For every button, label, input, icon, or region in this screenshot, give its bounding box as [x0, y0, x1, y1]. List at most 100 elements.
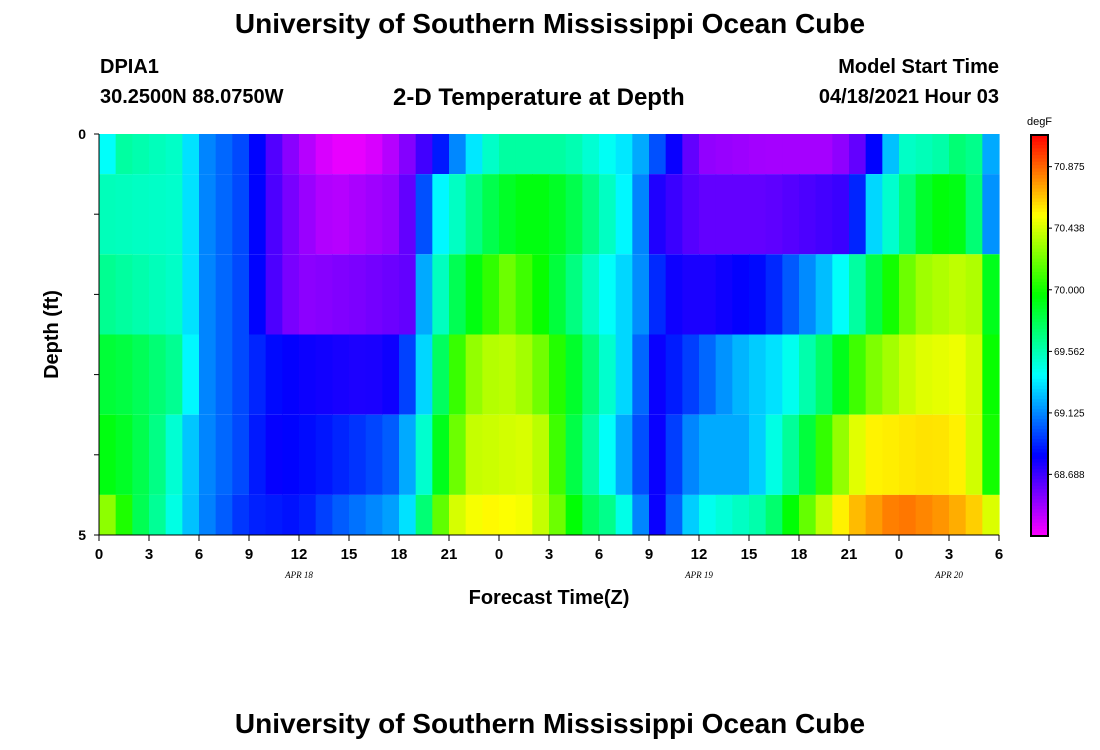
- colorbar-segment: [1031, 482, 1048, 487]
- heatmap-cell: [199, 414, 217, 495]
- heatmap-cell: [515, 134, 533, 175]
- heatmap-cell: [949, 174, 967, 255]
- heatmap-cell: [799, 174, 817, 255]
- heatmap-cell: [449, 174, 467, 255]
- colorbar-segment: [1031, 375, 1048, 380]
- heatmap-cell: [265, 414, 283, 495]
- colorbar-segment: [1031, 502, 1048, 507]
- heatmap-cell: [849, 334, 867, 415]
- heatmap-cell: [615, 174, 633, 255]
- heatmap-cell: [432, 254, 450, 335]
- x-tick-label: 18: [791, 546, 808, 563]
- heatmap-cell: [249, 254, 267, 335]
- colorbar-segment: [1031, 532, 1048, 537]
- heatmap-cell: [599, 494, 617, 535]
- colorbar-segment: [1031, 168, 1048, 173]
- colorbar-segment: [1031, 135, 1048, 139]
- colorbar-segment: [1031, 205, 1048, 210]
- heatmap-cell: [532, 174, 550, 255]
- colorbar-segment: [1031, 368, 1048, 373]
- heatmap-cell: [565, 254, 583, 335]
- heatmap-cell: [815, 494, 833, 535]
- heatmap-cell: [582, 174, 600, 255]
- colorbar-segment: [1031, 151, 1048, 156]
- heatmap-cell: [915, 414, 933, 495]
- colorbar-segment: [1031, 439, 1048, 444]
- heatmap-cell: [932, 134, 950, 175]
- colorbar-segment: [1031, 425, 1048, 430]
- heatmap-cell: [415, 414, 433, 495]
- heatmap-cell: [865, 254, 883, 335]
- colorbar-segment: [1031, 432, 1048, 437]
- colorbar-segment: [1031, 505, 1048, 510]
- colorbar-segment: [1031, 155, 1048, 159]
- heatmap-cell: [115, 134, 133, 175]
- heatmap-cell: [199, 254, 217, 335]
- heatmap-cell: [749, 494, 767, 535]
- heatmap-cell: [732, 334, 750, 415]
- heatmap-cell: [232, 334, 250, 415]
- heatmap-cell: [499, 414, 517, 495]
- heatmap-cell: [632, 174, 650, 255]
- x-tick-label: 18: [391, 546, 408, 563]
- heatmap-cell: [482, 254, 500, 335]
- x-tick-label: 0: [495, 546, 503, 563]
- heatmap-cell: [365, 174, 383, 255]
- colorbar-segment: [1031, 452, 1048, 457]
- heatmap-cell: [699, 334, 717, 415]
- heatmap-cell: [282, 494, 300, 535]
- colorbar-segment: [1031, 255, 1048, 260]
- colorbar-segment: [1031, 365, 1048, 370]
- heatmap-cell: [299, 334, 317, 415]
- heatmap-cell: [499, 134, 517, 175]
- heatmap-cell: [782, 334, 800, 415]
- heatmap-cell: [182, 254, 200, 335]
- heatmap-cell: [332, 174, 350, 255]
- heatmap-cell: [382, 134, 400, 175]
- heatmap-cell: [815, 334, 833, 415]
- heatmap-cell: [299, 414, 317, 495]
- heatmap-cell: [99, 494, 117, 535]
- heatmap-cell: [532, 254, 550, 335]
- heatmap-cell: [815, 254, 833, 335]
- heatmap-cell: [249, 334, 267, 415]
- colorbar-segment: [1031, 409, 1048, 413]
- colorbar-segment: [1031, 472, 1048, 477]
- heatmap-cell: [265, 494, 283, 535]
- heatmap-cell: [882, 134, 900, 175]
- colorbar-segment: [1031, 412, 1048, 417]
- plot-title: 2-D Temperature at Depth: [393, 84, 685, 111]
- heatmap-cell: [299, 174, 317, 255]
- heatmap-cell: [582, 334, 600, 415]
- heatmap-cell: [565, 334, 583, 415]
- heatmap-cell: [982, 414, 1000, 495]
- heatmap-cell: [349, 134, 367, 175]
- colorbar-segment: [1031, 295, 1048, 300]
- page-title: University of Southern Mississippi Ocean…: [234, 8, 866, 39]
- colorbar-segment: [1031, 335, 1048, 340]
- colorbar-segment: [1031, 188, 1048, 193]
- heatmap-cell: [682, 174, 700, 255]
- colorbar-segment: [1031, 158, 1048, 163]
- colorbar-segment: [1031, 268, 1048, 273]
- heatmap-cell: [349, 254, 367, 335]
- heatmap-cell: [899, 254, 917, 335]
- colorbar-segment: [1031, 165, 1048, 170]
- heatmap-cell: [132, 334, 150, 415]
- heatmap-cell: [615, 334, 633, 415]
- colorbar-segment: [1031, 495, 1048, 500]
- heatmap-cell: [565, 414, 583, 495]
- heatmap-cell: [632, 414, 650, 495]
- date-label: APR 19: [684, 570, 713, 580]
- heatmap-cell: [399, 334, 417, 415]
- heatmap-cell: [482, 334, 500, 415]
- colorbar-segment: [1031, 305, 1048, 310]
- heatmap-cell: [499, 254, 517, 335]
- model-start-label: Model Start Time: [838, 56, 999, 78]
- colorbar-segment: [1031, 245, 1048, 250]
- heatmap-cell: [215, 494, 233, 535]
- heatmap-cell: [682, 414, 700, 495]
- heatmap-cell: [515, 334, 533, 415]
- heatmap-cell: [865, 334, 883, 415]
- heatmap-cell: [165, 134, 183, 175]
